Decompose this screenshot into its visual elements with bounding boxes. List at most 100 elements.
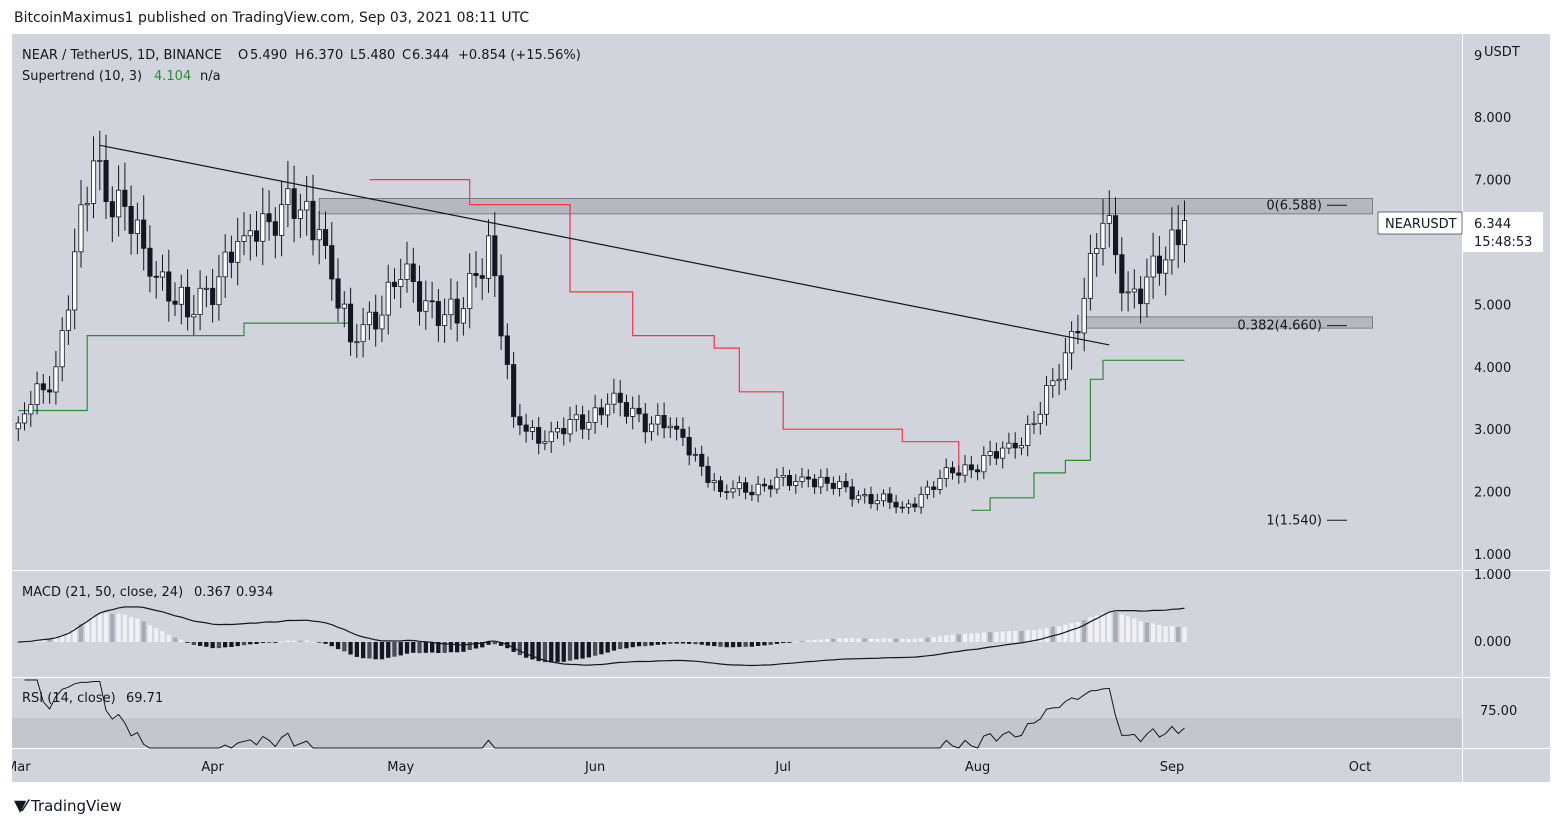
candle[interactable] — [247, 230, 253, 237]
candle[interactable] — [460, 308, 466, 324]
candle[interactable] — [555, 427, 561, 433]
candle[interactable] — [454, 298, 460, 324]
candle[interactable] — [780, 474, 786, 478]
candle[interactable] — [479, 275, 485, 279]
candle[interactable] — [950, 467, 956, 474]
candle[interactable] — [956, 472, 962, 476]
candle[interactable] — [21, 413, 28, 424]
candle[interactable] — [774, 476, 780, 490]
candle[interactable] — [517, 416, 523, 426]
candle[interactable] — [297, 209, 303, 219]
candle[interactable] — [285, 188, 291, 205]
candle[interactable] — [28, 404, 34, 415]
candle[interactable] — [906, 503, 912, 508]
footer-brand[interactable]: ▼⁄ TradingView — [14, 796, 122, 815]
candle[interactable] — [260, 213, 266, 242]
candle[interactable] — [1138, 288, 1144, 305]
candle[interactable] — [398, 278, 404, 287]
candle[interactable] — [84, 202, 90, 206]
candle[interactable] — [536, 426, 542, 444]
candle[interactable] — [1113, 215, 1119, 256]
candle[interactable] — [975, 469, 981, 473]
candle[interactable] — [1018, 445, 1024, 449]
candle[interactable] — [912, 503, 918, 508]
candle[interactable] — [667, 425, 673, 429]
candle[interactable] — [830, 482, 836, 489]
candle[interactable] — [1182, 220, 1188, 246]
descending-trendline[interactable] — [99, 144, 1110, 346]
candle[interactable] — [210, 287, 216, 306]
candle[interactable] — [786, 474, 792, 486]
candle[interactable] — [1106, 215, 1112, 224]
candle[interactable] — [15, 422, 21, 430]
candle[interactable] — [1031, 422, 1037, 425]
candle[interactable] — [598, 407, 604, 416]
candle[interactable] — [680, 428, 686, 438]
candle[interactable] — [943, 467, 949, 479]
candle[interactable] — [272, 221, 278, 236]
candle[interactable] — [184, 286, 191, 318]
candle[interactable] — [523, 424, 529, 432]
candle[interactable] — [855, 495, 861, 500]
candle[interactable] — [203, 287, 209, 290]
candle[interactable] — [1087, 253, 1094, 299]
candle[interactable] — [987, 451, 993, 456]
candle[interactable] — [636, 407, 642, 415]
candle[interactable] — [993, 451, 999, 459]
candle[interactable] — [410, 263, 416, 283]
candle[interactable] — [473, 272, 479, 276]
candle[interactable] — [1081, 297, 1087, 334]
candle[interactable] — [661, 414, 667, 429]
candle[interactable] — [141, 219, 147, 249]
candle[interactable] — [561, 427, 567, 435]
candle[interactable] — [793, 481, 799, 486]
candle[interactable] — [1044, 385, 1050, 415]
candle[interactable] — [59, 330, 65, 368]
candle[interactable] — [1175, 229, 1181, 246]
candle[interactable] — [630, 407, 636, 417]
candle[interactable] — [843, 480, 849, 488]
price-axis[interactable] — [1463, 34, 1550, 748]
candle[interactable] — [655, 414, 661, 425]
candle[interactable] — [818, 476, 824, 488]
candle[interactable] — [191, 314, 197, 318]
candle[interactable] — [1037, 413, 1043, 424]
candle[interactable] — [724, 491, 730, 494]
candle[interactable] — [1100, 222, 1106, 250]
candle[interactable] — [730, 488, 736, 493]
candle[interactable] — [937, 477, 943, 490]
candle[interactable] — [1062, 352, 1068, 380]
candle[interactable] — [968, 464, 974, 471]
candle[interactable] — [147, 247, 153, 277]
candle[interactable] — [642, 413, 648, 433]
candle[interactable] — [768, 485, 774, 490]
candle[interactable] — [166, 271, 172, 302]
time-axis[interactable] — [12, 749, 1462, 782]
candle[interactable] — [341, 303, 347, 309]
candle[interactable] — [109, 201, 115, 218]
candle[interactable] — [228, 251, 235, 263]
candle[interactable] — [78, 204, 84, 253]
candle[interactable] — [329, 245, 335, 280]
candle[interactable] — [1156, 255, 1163, 274]
candle[interactable] — [197, 287, 203, 315]
candle[interactable] — [743, 482, 749, 493]
candle[interactable] — [492, 235, 498, 277]
macd-pane[interactable] — [12, 571, 1462, 677]
chart-frame[interactable]: 0(6.588) 0.382(4.660) 1(1.540) 9 8.000 7.000… — [12, 34, 1550, 782]
candle[interactable] — [718, 480, 724, 493]
candle[interactable] — [755, 483, 761, 496]
candle[interactable] — [40, 383, 46, 391]
candle[interactable] — [429, 300, 435, 303]
candle[interactable] — [504, 335, 510, 365]
candle[interactable] — [805, 476, 811, 480]
candle[interactable] — [53, 366, 59, 393]
candle[interactable] — [931, 486, 937, 490]
candle[interactable] — [103, 160, 109, 203]
candle[interactable] — [686, 436, 692, 456]
candle[interactable] — [692, 453, 698, 456]
candle[interactable] — [65, 309, 71, 331]
candle[interactable] — [837, 480, 843, 489]
candle[interactable] — [1163, 259, 1169, 274]
candle[interactable] — [1012, 442, 1018, 449]
